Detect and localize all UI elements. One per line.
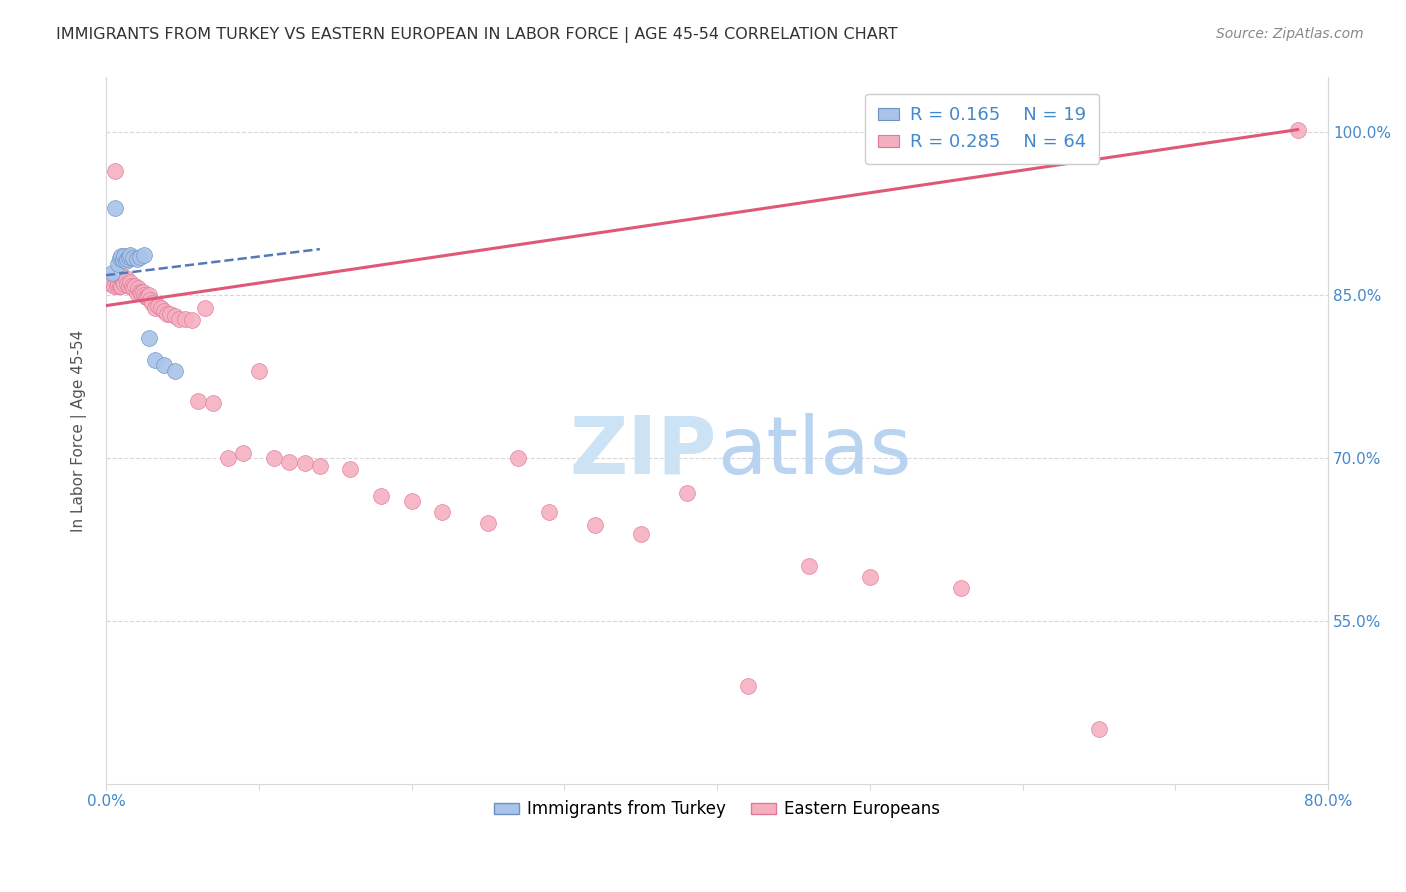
Point [309, 459, 332, 474]
Point [125, 252, 148, 266]
Point [143, 353, 166, 368]
Point [156, 307, 179, 321]
Point [149, 301, 172, 315]
Point [143, 301, 166, 315]
Point [370, 489, 392, 503]
Point [118, 250, 141, 264]
Point [141, 296, 163, 310]
Point [110, 249, 132, 263]
Point [187, 394, 209, 409]
Point [104, 201, 127, 215]
Point [138, 331, 160, 345]
Point [1088, 723, 1111, 737]
Point [101, 266, 124, 280]
Point [630, 526, 652, 541]
Point [111, 252, 134, 267]
Point [263, 450, 285, 465]
Point [128, 250, 150, 264]
Point [108, 279, 131, 293]
Legend: Immigrants from Turkey, Eastern Europeans: Immigrants from Turkey, Eastern European… [486, 794, 948, 825]
Point [100, 277, 122, 291]
Point [135, 290, 157, 304]
Point [124, 279, 146, 293]
Point [430, 505, 453, 519]
Point [201, 396, 224, 410]
Point [110, 279, 132, 293]
Point [153, 359, 176, 373]
Point [163, 364, 186, 378]
Point [120, 247, 142, 261]
Point [950, 581, 973, 595]
Point [117, 277, 139, 291]
Point [103, 279, 125, 293]
Point [247, 364, 270, 378]
Point [675, 485, 697, 500]
Point [163, 310, 186, 324]
Y-axis label: In Labor Force | Age 45-54: In Labor Force | Age 45-54 [72, 329, 87, 532]
Point [108, 251, 131, 265]
Point [217, 450, 239, 465]
Point [118, 279, 141, 293]
Text: Source: ZipAtlas.com: Source: ZipAtlas.com [1216, 27, 1364, 41]
Point [146, 299, 169, 313]
Point [194, 301, 217, 315]
Point [737, 679, 759, 693]
Point [508, 450, 530, 465]
Point [104, 164, 127, 178]
Point [115, 271, 138, 285]
Point [138, 287, 160, 301]
Point [131, 285, 153, 299]
Point [120, 275, 142, 289]
Point [127, 281, 149, 295]
Point [122, 251, 145, 265]
Text: IMMIGRANTS FROM TURKEY VS EASTERN EUROPEAN IN LABOR FORCE | AGE 45-54 CORRELATIO: IMMIGRANTS FROM TURKEY VS EASTERN EUROPE… [56, 27, 898, 43]
Point [128, 285, 150, 299]
Point [107, 257, 129, 271]
Text: ZIP: ZIP [569, 413, 717, 491]
Point [537, 505, 560, 519]
Point [278, 455, 301, 469]
Point [129, 285, 152, 300]
Point [134, 247, 156, 261]
Point [477, 516, 499, 530]
Point [101, 275, 124, 289]
Point [294, 456, 316, 470]
Point [1286, 122, 1309, 136]
Point [232, 446, 254, 460]
Point [136, 290, 159, 304]
Point [105, 279, 128, 293]
Point [122, 281, 145, 295]
Point [339, 461, 361, 475]
Point [797, 559, 820, 574]
Point [859, 570, 882, 584]
Point [112, 249, 135, 263]
Point [169, 311, 191, 326]
Point [134, 287, 156, 301]
Point [115, 254, 138, 268]
Point [583, 518, 606, 533]
Point [111, 275, 134, 289]
Point [121, 279, 143, 293]
Point [153, 304, 176, 318]
Point [112, 277, 135, 291]
Point [117, 252, 139, 266]
Point [401, 494, 423, 508]
Point [107, 277, 129, 291]
Point [125, 285, 148, 300]
Point [139, 293, 162, 308]
Text: atlas: atlas [717, 413, 911, 491]
Point [180, 312, 202, 326]
Point [174, 311, 197, 326]
Point [159, 307, 181, 321]
